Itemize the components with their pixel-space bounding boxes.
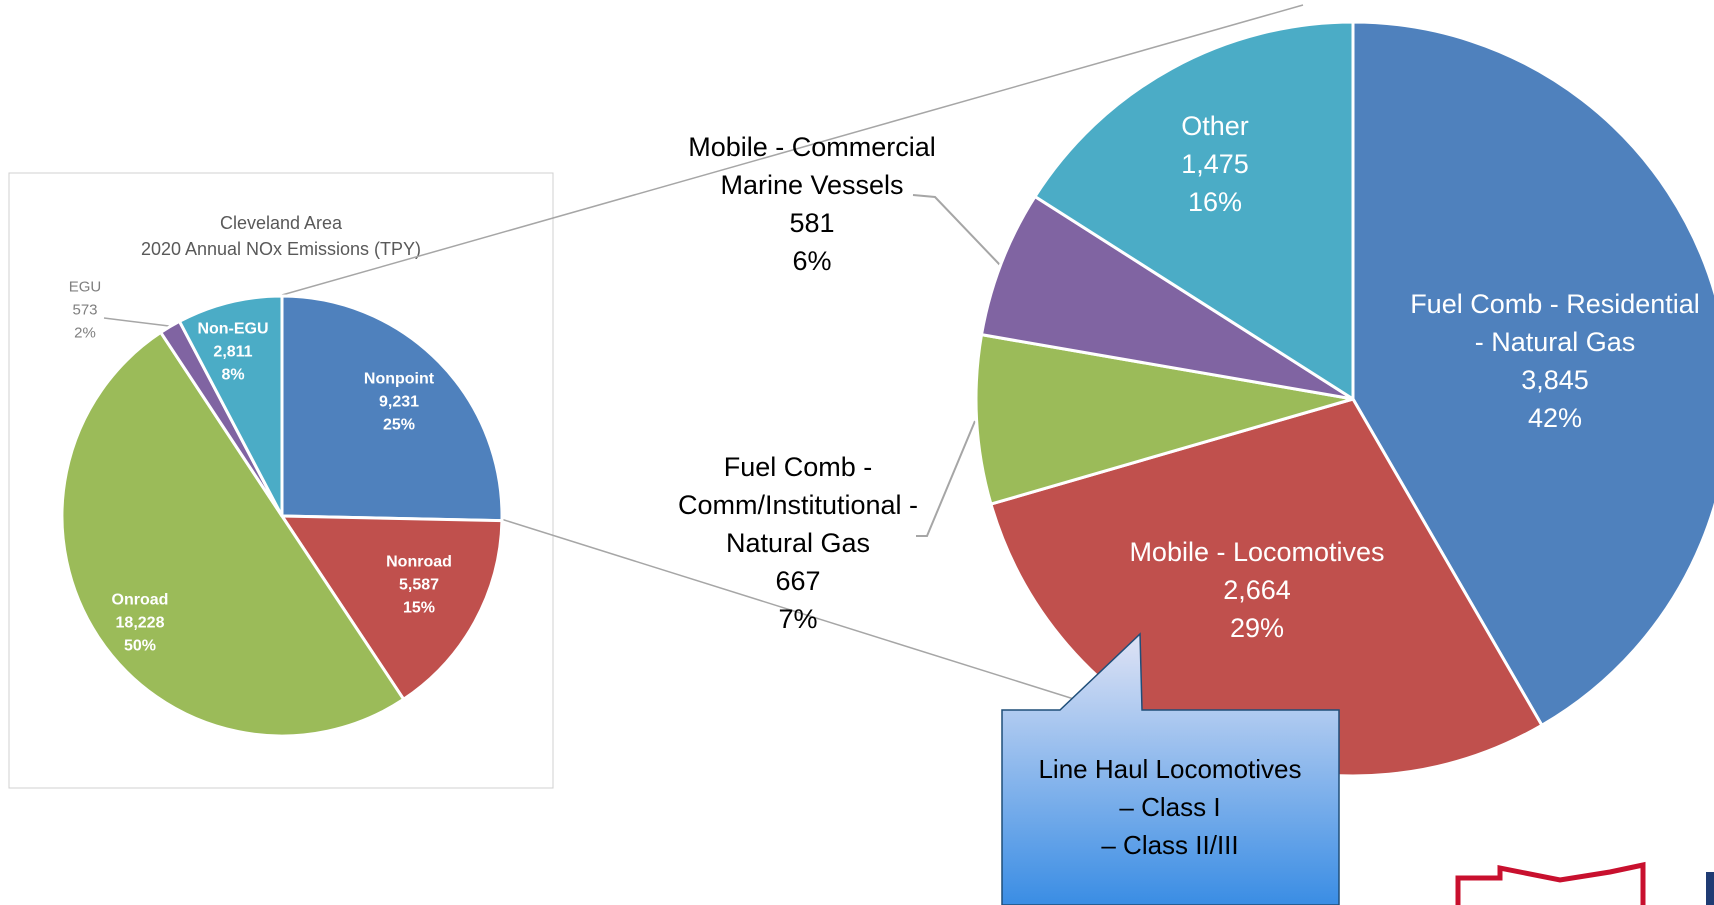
slice-name: EGU <box>68 278 102 296</box>
slice-value: 2,811 <box>213 343 253 361</box>
slice-label: EGU 573 2% <box>55 276 115 345</box>
logo <box>1455 861 1646 905</box>
slice-percent: 7% <box>778 604 818 634</box>
slice-label: Fuel Comb - Comm/Institutional - Natural… <box>661 448 936 638</box>
slice-label: Onroad 18,228 50% <box>85 589 195 658</box>
slice-percent: 50% <box>123 637 157 655</box>
slice-percent: 15% <box>402 599 436 617</box>
slice-name: Non-EGU <box>197 320 269 338</box>
slice-name: Onroad <box>111 591 169 609</box>
pie-slice <box>280 294 504 523</box>
chart-subtitle: 2020 Annual NOx Emissions (TPY) <box>141 239 421 259</box>
pie-slice <box>1032 20 1355 402</box>
slice-label: Other 1,475 16% <box>1135 107 1295 221</box>
slice-value: 3,845 <box>1521 365 1589 395</box>
slice-value: 9,231 <box>378 393 420 411</box>
slice-name: Fuel Comb - Comm/Institutional - Natural… <box>677 452 919 558</box>
slice-value: 5,587 <box>398 576 440 594</box>
slice-value: 667 <box>775 566 821 596</box>
slice-percent: 25% <box>382 416 416 434</box>
callout-text: – Class II/III <box>1101 830 1238 860</box>
callout-text: – Class I <box>1119 792 1220 822</box>
slice-label: Non-EGU 2,811 8% <box>188 318 278 387</box>
pie-slice <box>974 332 1354 506</box>
zoom-line <box>500 518 1078 701</box>
slice-name: Fuel Comb - Residential - Natural Gas <box>1410 289 1700 357</box>
callout-box <box>1001 632 1340 905</box>
slice-value: 18,228 <box>115 614 165 632</box>
leader-line <box>912 194 1001 266</box>
slice-percent: 16% <box>1187 187 1243 217</box>
pie-slice <box>279 514 504 702</box>
slice-name: Mobile - Locomotives <box>1129 537 1385 567</box>
slice-percent: 8% <box>221 366 245 384</box>
slice-label: Fuel Comb - Residential - Natural Gas 3,8… <box>1405 285 1705 437</box>
slice-percent: 6% <box>792 246 832 276</box>
slice-label: Mobile - Commercial Marine Vessels 581 6% <box>667 128 957 280</box>
zoom-line <box>281 4 1304 296</box>
pie-slice <box>1351 20 1714 728</box>
leader-line <box>103 317 170 327</box>
slice-name: Nonroad <box>386 553 452 571</box>
pie-slice <box>60 330 406 738</box>
slice-value: 2,664 <box>1223 575 1291 605</box>
slice-value: 573 <box>72 301 98 319</box>
slice-label: Nonpoint 9,231 25% <box>344 368 454 437</box>
slice-value: 1,475 <box>1181 149 1249 179</box>
leader-line <box>916 420 976 537</box>
slice-name: Nonpoint <box>363 370 435 388</box>
slice-percent: 29% <box>1229 613 1285 643</box>
chart-title: Cleveland Area <box>220 213 343 233</box>
slice-percent: 42% <box>1527 403 1583 433</box>
pie-slice <box>177 294 284 517</box>
callout-text: Line Haul Locomotives <box>1038 754 1301 784</box>
pie-slice <box>979 194 1354 401</box>
slice-value: 581 <box>789 208 835 238</box>
slice-label: Mobile - Locomotives 2,664 29% <box>1092 533 1422 647</box>
slice-name: Mobile - Commercial Marine Vessels <box>688 132 936 200</box>
slice-label: Nonroad 5,587 15% <box>364 551 474 620</box>
slice-percent: 2% <box>74 324 96 342</box>
slice-name: Other <box>1181 111 1249 141</box>
logo <box>1706 872 1714 905</box>
